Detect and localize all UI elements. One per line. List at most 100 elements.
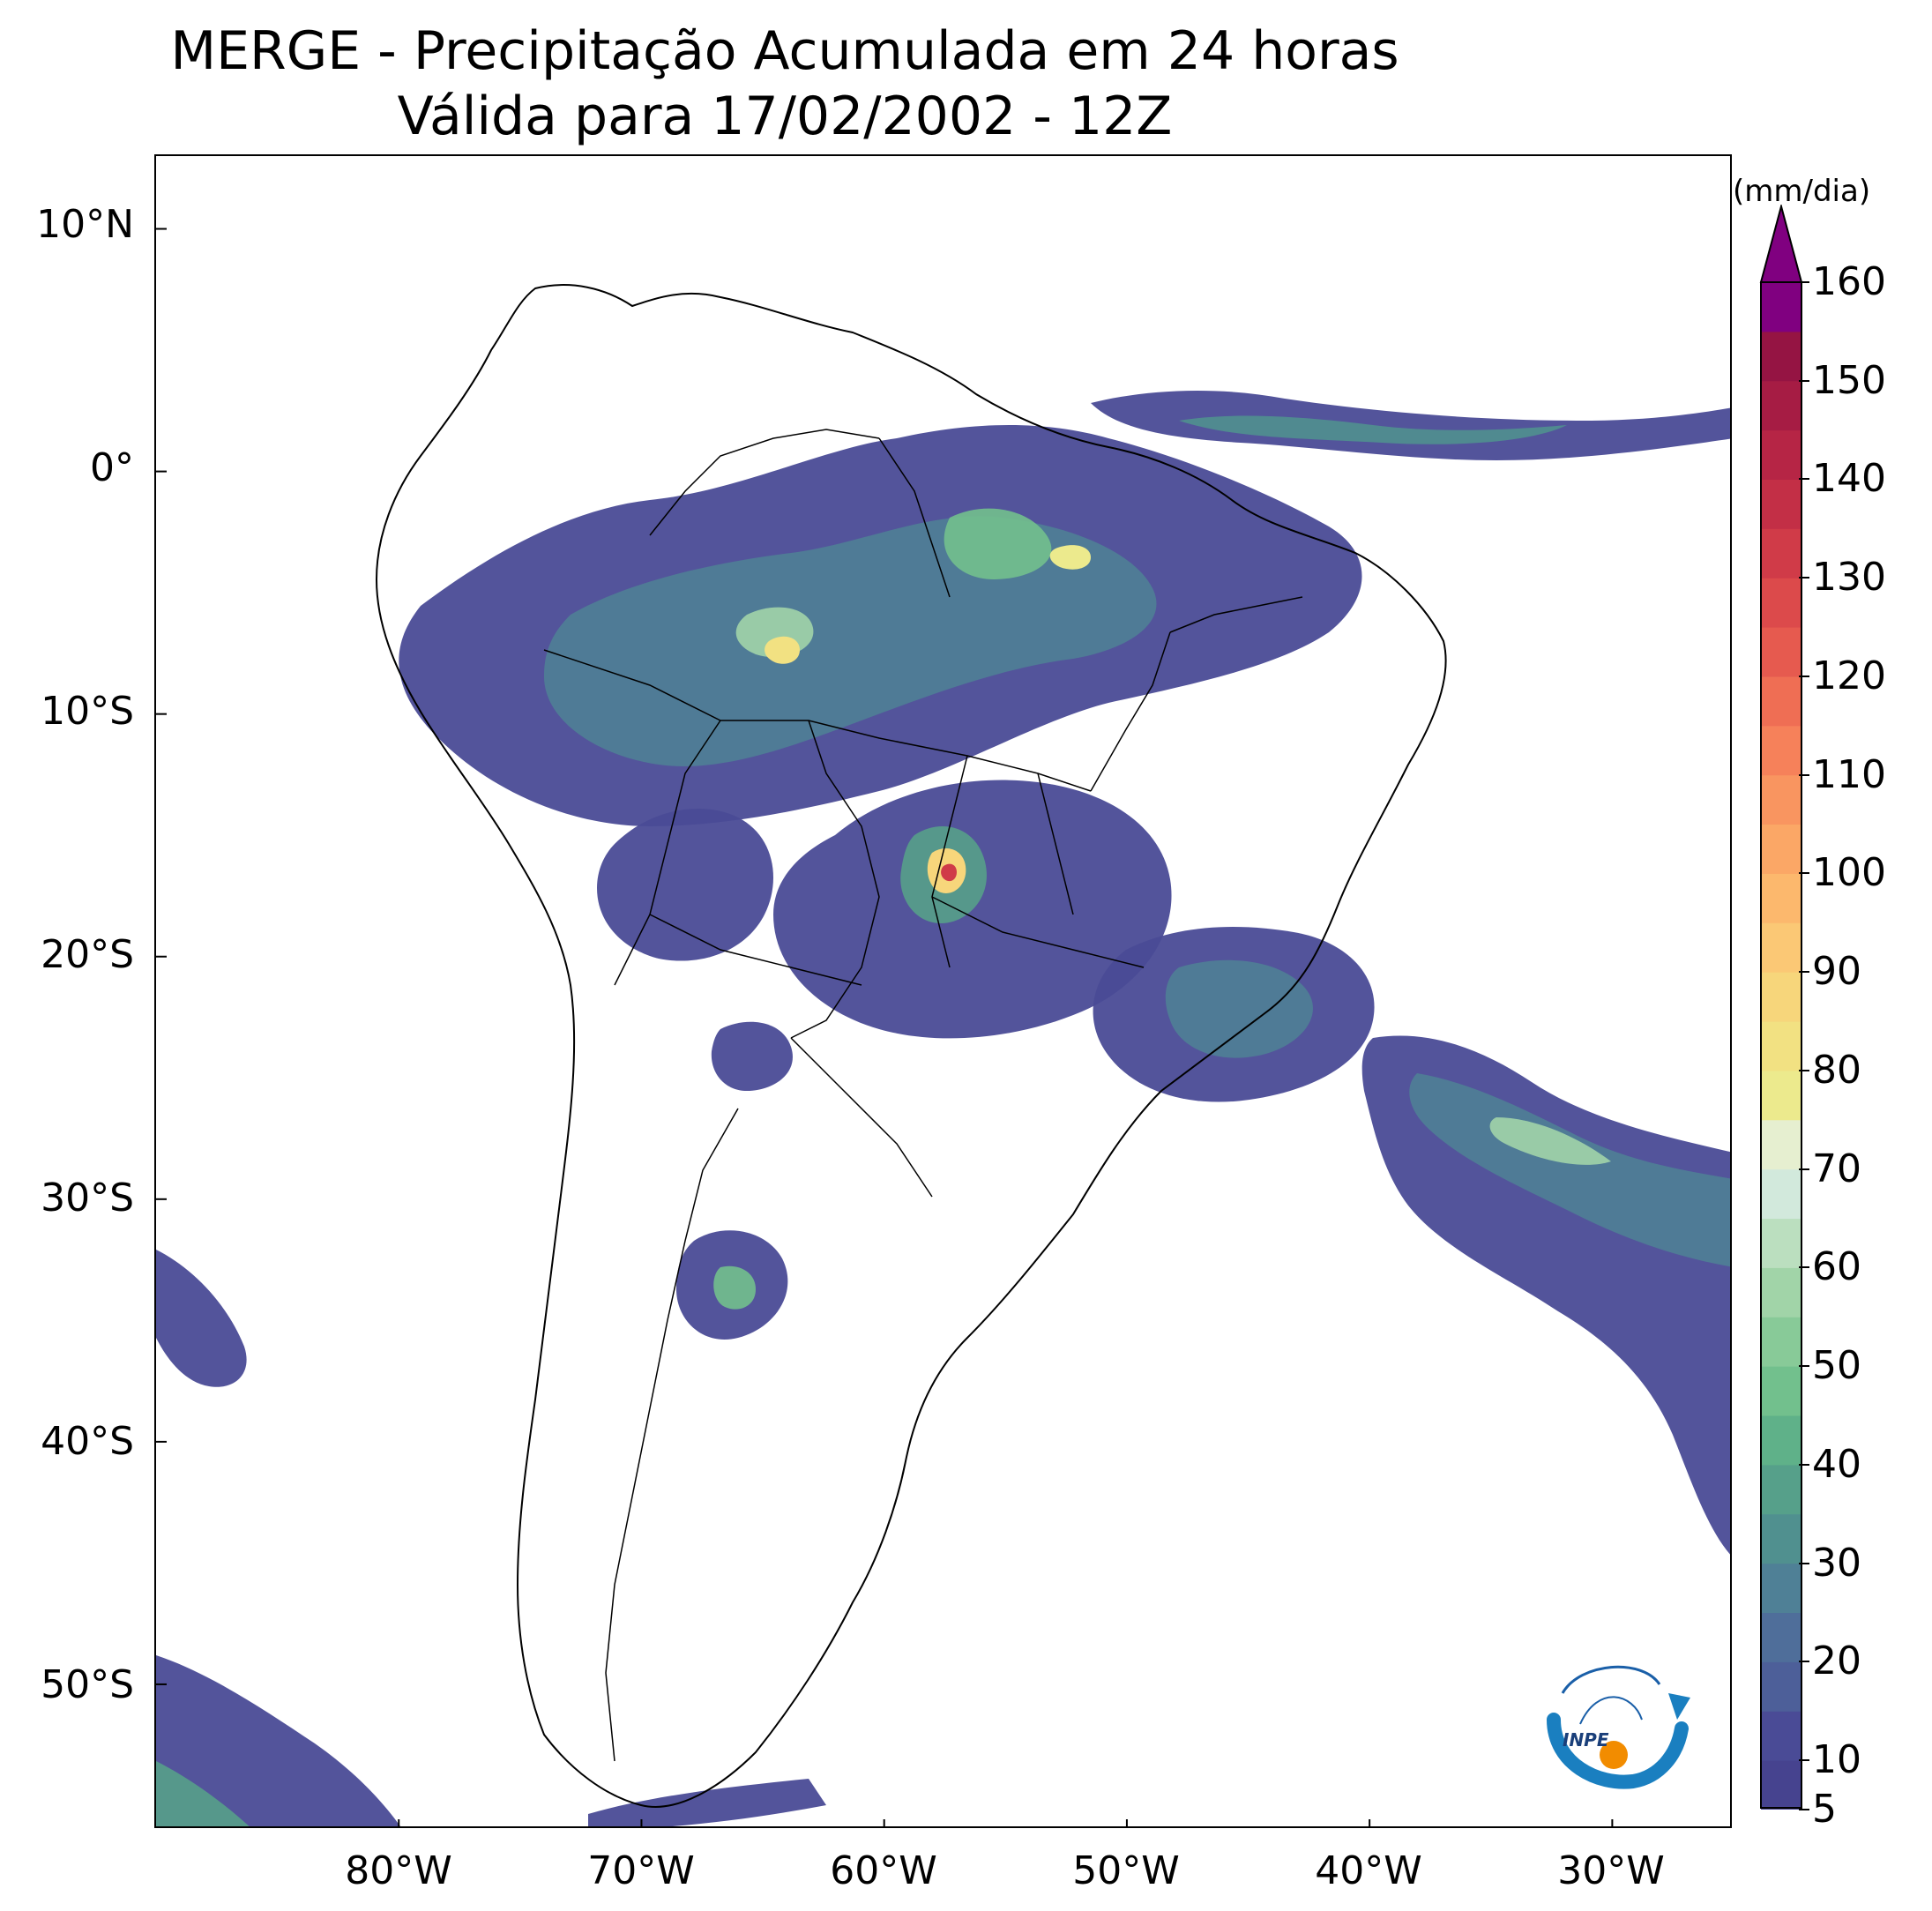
precip-area-southeast-inner: [1165, 959, 1313, 1058]
precip-area-bolivia: [597, 809, 773, 961]
title-line-1: MERGE - Precipitação Acumulada em 24 hor…: [170, 20, 1399, 82]
colorbar-segment: [1761, 774, 1801, 825]
lon-label-30w: 30°W: [1557, 1848, 1665, 1893]
colorbar: [1759, 205, 1803, 1810]
colorbar-segment: [1761, 824, 1801, 874]
lat-label-20s: 20°S: [41, 932, 134, 977]
lat-label-50s: 50°S: [41, 1662, 134, 1707]
lon-label-40w: 40°W: [1315, 1848, 1422, 1893]
colorbar-tick-label: 140: [1812, 456, 1886, 502]
colorbar-tick-mark: [1799, 1365, 1809, 1368]
precip-area-paraguay: [711, 1021, 793, 1091]
colorbar-tick-label: 100: [1812, 850, 1886, 896]
inpe-logo: INPE: [1547, 1665, 1690, 1789]
colorbar-tick-label: 90: [1812, 949, 1861, 995]
lon-label-60w: 60°W: [830, 1848, 937, 1893]
colorbar-tick-mark: [1799, 1661, 1809, 1663]
precip-area-west-pacific: [156, 1250, 247, 1387]
precip-area-south-pacific-inner: [156, 1761, 250, 1826]
colorbar-tick-mark: [1799, 1562, 1809, 1564]
colorbar-segment: [1761, 1563, 1801, 1614]
inpe-logo-text: INPE: [1563, 1729, 1609, 1751]
title-line-2: Válida para 17/02/2002 - 12Z: [397, 86, 1173, 147]
colorbar-tick-mark: [1799, 1266, 1809, 1269]
colorbar-tick-mark: [1799, 675, 1809, 677]
colorbar-segment: [1761, 1021, 1801, 1071]
colorbar-tick-label: 120: [1812, 653, 1886, 698]
precip-area-atlantic-front-core: [1489, 1117, 1611, 1165]
colorbar-segment: [1761, 1760, 1801, 1810]
lon-label-70w: 70°W: [587, 1848, 695, 1893]
colorbar-segment: [1761, 479, 1801, 529]
colorbar-segment: [1761, 627, 1801, 677]
colorbar-tick-mark: [1799, 773, 1809, 776]
colorbar-tick-label: 10: [1812, 1737, 1861, 1783]
colorbar-tick-mark: [1799, 1809, 1809, 1810]
lat-label-30s: 30°S: [41, 1176, 134, 1221]
colorbar-segment: [1761, 380, 1801, 431]
colorbar-segment: [1761, 725, 1801, 776]
colorbar-tick-mark: [1799, 577, 1809, 579]
colorbar-frame: [1760, 281, 1802, 1809]
south-america-coastline: [375, 284, 1447, 1808]
lat-label-10s: 10°S: [41, 689, 134, 734]
precip-area-amazon-core4: [1049, 545, 1091, 570]
precipitation-map: [156, 228, 1730, 1826]
colorbar-segment: [1761, 1366, 1801, 1416]
colorbar-tick-mark: [1799, 281, 1809, 283]
colorbar-tick-mark: [1799, 971, 1809, 974]
colorbar-segment: [1761, 1070, 1801, 1121]
precip-area-north-coast-inner: [1179, 415, 1567, 444]
colorbar-segment: [1761, 676, 1801, 727]
precip-area-south-pacific: [156, 1655, 401, 1826]
colorbar-segment: [1761, 1119, 1801, 1170]
colorbar-tick-label: 80: [1812, 1047, 1861, 1093]
precip-area-central-peak: [941, 863, 957, 882]
colorbar-segment: [1761, 1218, 1801, 1268]
colorbar-tick-mark: [1799, 1759, 1809, 1762]
colorbar-segment: [1761, 1513, 1801, 1564]
colorbar-segment: [1761, 922, 1801, 973]
colorbar-segment: [1761, 873, 1801, 923]
colorbar-segment: [1761, 1317, 1801, 1367]
lon-label-80w: 80°W: [345, 1848, 452, 1893]
precip-area-amazon-core: [944, 508, 1052, 579]
precip-area-north-coast: [1091, 390, 1730, 460]
lat-label-40s: 40°S: [41, 1419, 134, 1464]
precip-area-atlantic-front-inner: [1409, 1073, 1730, 1267]
colorbar-segment: [1761, 1168, 1801, 1220]
colorbar-tick-label: 70: [1812, 1146, 1861, 1191]
colorbar-segment: [1761, 1415, 1801, 1466]
precipitation-field: [156, 390, 1730, 1826]
colorbar-tick-label: 160: [1812, 259, 1886, 304]
colorbar-tick-label: 60: [1812, 1244, 1861, 1290]
colorbar-segment: [1761, 331, 1801, 382]
colorbar-tick-label: 5: [1812, 1787, 1837, 1832]
border-lines: [543, 429, 1303, 1762]
precip-area-argentina-inner: [713, 1265, 756, 1310]
colorbar-segment: [1761, 1464, 1801, 1515]
colorbar-unit-label: (mm/dia): [1733, 174, 1871, 209]
colorbar-extend-arrow: [1759, 205, 1803, 283]
colorbar-tick-label: 130: [1812, 555, 1886, 601]
precip-area-amazon-core3: [765, 636, 800, 664]
colorbar-tick-mark: [1799, 1463, 1809, 1466]
colorbar-tick-label: 110: [1812, 751, 1886, 797]
precip-area-drake: [588, 1779, 826, 1826]
coastlines: [375, 284, 1447, 1808]
lat-label-0: 0°: [90, 445, 134, 490]
colorbar-segment: [1761, 282, 1801, 332]
colorbar-segment: [1761, 1661, 1801, 1712]
colorbar-segment: [1761, 578, 1801, 628]
colorbar-segment: [1761, 528, 1801, 579]
lon-label-50w: 50°W: [1072, 1848, 1180, 1893]
lat-label-10n: 10°N: [36, 202, 134, 247]
colorbar-tick-label: 40: [1812, 1441, 1861, 1487]
colorbar-segment: [1761, 1267, 1801, 1318]
colorbar-tick-label: 150: [1812, 357, 1886, 403]
axis-ticks: [156, 228, 1614, 1826]
colorbar-tick-label: 30: [1812, 1540, 1861, 1586]
colorbar-segment: [1761, 972, 1801, 1022]
colorbar-tick-mark: [1799, 379, 1809, 382]
colorbar-tick-label: 20: [1812, 1639, 1861, 1684]
